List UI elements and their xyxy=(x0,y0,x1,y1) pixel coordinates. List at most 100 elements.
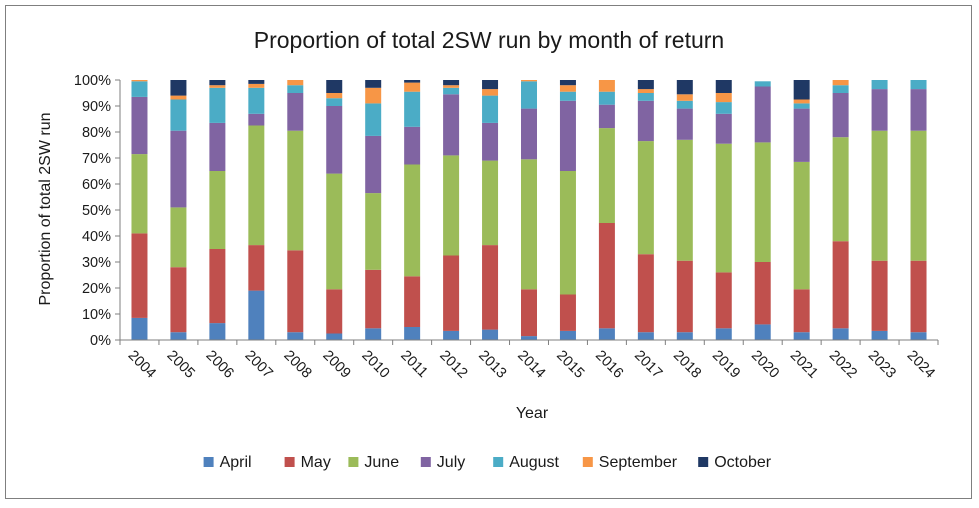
bar-segment-july-2016 xyxy=(598,104,615,129)
legend-item-june: June xyxy=(348,454,399,471)
bar-stack-2016 xyxy=(598,80,615,340)
bar-segment-june-2007 xyxy=(248,125,265,246)
bar-segment-may-2014 xyxy=(521,289,537,337)
legend-item-july: July xyxy=(420,454,465,471)
x-tick-label: 2014 xyxy=(514,348,548,382)
bar-segment-june-2005 xyxy=(170,207,187,268)
bar-segment-july-2011 xyxy=(404,126,421,165)
bar-segment-april-2014 xyxy=(521,336,537,340)
x-tick-label: 2019 xyxy=(709,348,743,382)
bar-segment-april-2012 xyxy=(443,330,460,340)
x-tick-label: 2004 xyxy=(125,348,159,382)
legend-label: September xyxy=(599,454,678,471)
bar-segment-september-2018 xyxy=(676,94,693,101)
bar-segment-august-2021 xyxy=(793,103,810,109)
x-tick-label: 2013 xyxy=(475,348,509,382)
bar-segment-july-2023 xyxy=(871,89,888,131)
bar-segment-may-2018 xyxy=(676,260,693,333)
bar-segment-june-2022 xyxy=(832,137,849,242)
bar-segment-september-2016 xyxy=(598,80,615,92)
bar-segment-august-2004 xyxy=(131,81,148,97)
bar-segment-september-2010 xyxy=(365,87,382,104)
legend-swatch xyxy=(698,457,709,467)
y-tick-label: 100% xyxy=(74,73,111,89)
legend-label: August xyxy=(509,454,559,471)
bar-stacks xyxy=(131,80,927,340)
x-tick-label: 2021 xyxy=(787,348,821,382)
bar-segment-june-2017 xyxy=(637,141,654,255)
bar-segment-april-2006 xyxy=(209,323,226,340)
bar-segment-may-2016 xyxy=(598,223,615,329)
bar-segment-april-2011 xyxy=(404,327,421,340)
y-tick-label: 30% xyxy=(82,255,111,271)
bar-stack-2013 xyxy=(482,80,499,340)
y-tick-label: 40% xyxy=(82,229,111,245)
legend: April May June July August September October xyxy=(203,454,772,471)
legend-label: June xyxy=(364,454,399,471)
bar-segment-may-2010 xyxy=(365,269,382,329)
bar-stack-2021 xyxy=(793,80,810,340)
x-tick-label: 2010 xyxy=(358,348,392,382)
bar-segment-april-2020 xyxy=(754,324,771,340)
bar-stack-2006 xyxy=(209,80,226,340)
bar-segment-april-2021 xyxy=(793,332,810,340)
bar-segment-july-2006 xyxy=(209,122,226,171)
bar-stack-2009 xyxy=(326,80,343,340)
x-tick-label: 2016 xyxy=(592,348,626,382)
y-axis-label: Proportion of total 2SW run xyxy=(37,113,54,306)
legend-swatch xyxy=(203,457,214,467)
bar-stack-2023 xyxy=(871,80,888,340)
bar-segment-october-2007 xyxy=(248,80,265,84)
bar-segment-april-2023 xyxy=(871,330,888,340)
bar-segment-july-2022 xyxy=(832,93,849,138)
bar-segment-september-2015 xyxy=(559,85,576,92)
bar-segment-september-2012 xyxy=(443,85,460,88)
bar-stack-2010 xyxy=(365,80,382,340)
bar-segment-july-2021 xyxy=(793,108,810,162)
bar-segment-october-2010 xyxy=(365,80,382,88)
bar-segment-may-2004 xyxy=(131,233,148,318)
bar-segment-august-2010 xyxy=(365,103,382,136)
bar-segment-july-2008 xyxy=(287,93,304,131)
x-tick-label: 2024 xyxy=(904,348,938,382)
bar-segment-april-2009 xyxy=(326,333,343,340)
y-tick-label: 90% xyxy=(82,99,111,115)
bar-stack-2012 xyxy=(443,80,460,340)
bar-segment-july-2012 xyxy=(443,94,460,156)
bar-stack-2005 xyxy=(170,80,187,340)
x-axis-ticks: 2004 2005 2006 2007 2008 2009 2010 2011 2012 2013… xyxy=(119,340,939,382)
x-tick-label: 2020 xyxy=(748,348,782,382)
bar-segment-august-2018 xyxy=(676,100,693,109)
bar-segment-july-2020 xyxy=(754,86,771,143)
bar-segment-may-2020 xyxy=(754,262,771,325)
bar-segment-august-2023 xyxy=(871,80,888,90)
bar-segment-september-2005 xyxy=(170,95,187,100)
x-tick-label: 2006 xyxy=(203,348,237,382)
bar-segment-may-2013 xyxy=(482,245,499,330)
bar-segment-june-2015 xyxy=(559,171,576,295)
legend-label: April xyxy=(220,454,252,471)
bar-segment-april-2005 xyxy=(170,332,187,340)
bar-stack-2014 xyxy=(521,80,537,340)
bar-stack-2020 xyxy=(754,81,771,340)
legend-label: May xyxy=(301,454,331,471)
bar-segment-october-2021 xyxy=(793,80,810,100)
bar-segment-october-2012 xyxy=(443,80,460,86)
bar-segment-april-2015 xyxy=(559,330,576,340)
bar-segment-april-2010 xyxy=(365,328,382,340)
bar-segment-september-2006 xyxy=(209,85,226,88)
bar-segment-august-2012 xyxy=(443,87,460,95)
bar-segment-july-2024 xyxy=(910,89,927,131)
bar-segment-june-2013 xyxy=(482,160,499,246)
bar-segment-may-2024 xyxy=(910,260,927,333)
legend-label: October xyxy=(714,454,772,471)
bar-segment-september-2014 xyxy=(521,80,537,82)
bar-segment-july-2007 xyxy=(248,113,265,126)
bar-segment-august-2006 xyxy=(209,87,226,123)
bar-stack-2008 xyxy=(287,80,304,340)
bar-segment-april-2007 xyxy=(248,290,265,340)
y-tick-label: 60% xyxy=(82,177,111,193)
y-axis-ticks: 0% 10% 20% 30% 40% 50% 60% 70% 80% 90% 100% xyxy=(74,73,120,349)
bar-segment-august-2019 xyxy=(715,102,732,114)
